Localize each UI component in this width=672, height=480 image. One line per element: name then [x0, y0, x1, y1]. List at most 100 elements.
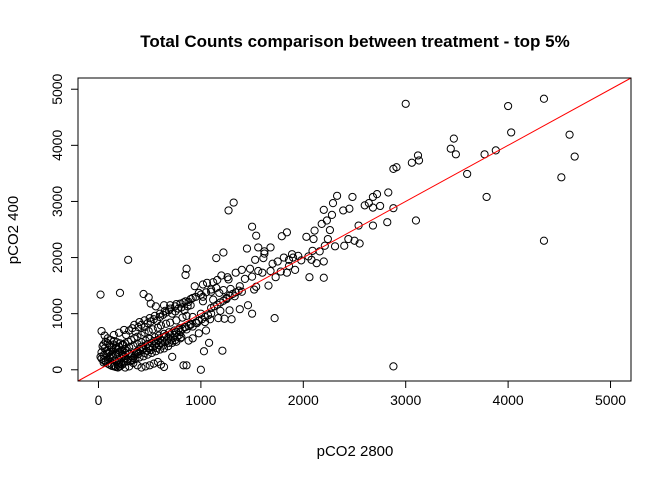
data-point [155, 309, 165, 318]
data-point [148, 325, 157, 334]
data-point [227, 315, 236, 324]
data-point [310, 226, 319, 235]
data-point [179, 361, 188, 370]
data-point [254, 243, 263, 252]
data-point [142, 346, 151, 355]
data-point [145, 361, 154, 370]
data-point [139, 289, 148, 299]
data-point [570, 152, 579, 161]
data-point [115, 347, 125, 356]
data-point [133, 361, 142, 370]
data-point [258, 268, 267, 277]
reference-line-layer [77, 77, 632, 382]
data-point [317, 219, 326, 228]
data-point [105, 341, 114, 350]
data-point [344, 234, 353, 244]
x-tick-label: 3000 [390, 392, 421, 408]
data-point [161, 319, 171, 328]
data-point [539, 236, 549, 245]
data-point [270, 314, 279, 323]
data-point [229, 198, 238, 207]
data-point [171, 302, 180, 311]
data-point [166, 301, 175, 310]
data-point [273, 257, 282, 266]
data-point [218, 346, 227, 355]
data-point [145, 314, 154, 323]
data-point [184, 336, 193, 345]
data-point [259, 254, 268, 263]
data-point [368, 221, 378, 230]
data-point [201, 288, 211, 297]
data-point [97, 348, 106, 357]
data-point [389, 362, 398, 371]
data-point [243, 301, 253, 310]
data-point [240, 274, 250, 283]
data-point [325, 225, 335, 235]
data-point [204, 338, 214, 347]
data-point [166, 318, 175, 327]
data-point [186, 320, 195, 329]
y-tick-label: 1000 [49, 298, 65, 329]
data-point [182, 311, 191, 321]
data-point [319, 273, 328, 282]
data-point [446, 144, 455, 153]
data-point [202, 278, 212, 287]
data-point [144, 326, 153, 336]
data-point [198, 280, 208, 289]
data-point [383, 218, 392, 227]
data-point [149, 359, 158, 368]
data-point [150, 311, 159, 321]
data-point [252, 231, 261, 240]
data-point [266, 266, 275, 276]
data-point [177, 333, 186, 342]
data-point [194, 329, 203, 338]
data-point [284, 255, 294, 264]
x-axis-label: pCO2 2800 [317, 443, 394, 460]
data-point [251, 255, 260, 264]
data-point [368, 203, 378, 212]
data-point [368, 192, 378, 202]
y-tick-label: 2000 [49, 242, 65, 273]
data-point [214, 314, 223, 323]
data-point [288, 253, 298, 262]
data-point [254, 266, 263, 276]
data-point [376, 201, 385, 211]
data-point [319, 205, 328, 214]
data-point [119, 325, 129, 335]
data-point [482, 192, 491, 202]
data-point [213, 275, 222, 285]
data-point [209, 295, 218, 304]
data-point [322, 216, 331, 225]
data-point [124, 255, 133, 264]
data-point [166, 304, 175, 313]
data-point [539, 94, 549, 103]
data-point [109, 340, 118, 349]
reference-line [77, 77, 632, 382]
data-point [389, 204, 398, 213]
data-point [181, 270, 190, 280]
data-point [173, 332, 182, 341]
data-point [230, 292, 239, 301]
data-point [565, 130, 574, 139]
data-point [355, 239, 364, 248]
y-tick-label: 5000 [49, 73, 65, 104]
data-point [305, 273, 314, 282]
data-point [186, 301, 195, 310]
data-point [188, 334, 197, 343]
data-point [345, 204, 354, 213]
data-point [327, 210, 337, 220]
x-tick-label: 5000 [595, 392, 626, 408]
data-point [198, 297, 208, 306]
y-axis-label: pCO2 400 [5, 196, 22, 264]
data-point [302, 232, 311, 241]
data-point [330, 242, 340, 251]
data-point [401, 99, 410, 108]
data-point [235, 305, 244, 314]
data-point [207, 285, 216, 294]
data-point [182, 264, 191, 273]
data-point [184, 321, 193, 331]
data-point [140, 316, 149, 325]
data-point [407, 158, 416, 167]
data-points [96, 94, 579, 374]
data-point [199, 347, 209, 356]
